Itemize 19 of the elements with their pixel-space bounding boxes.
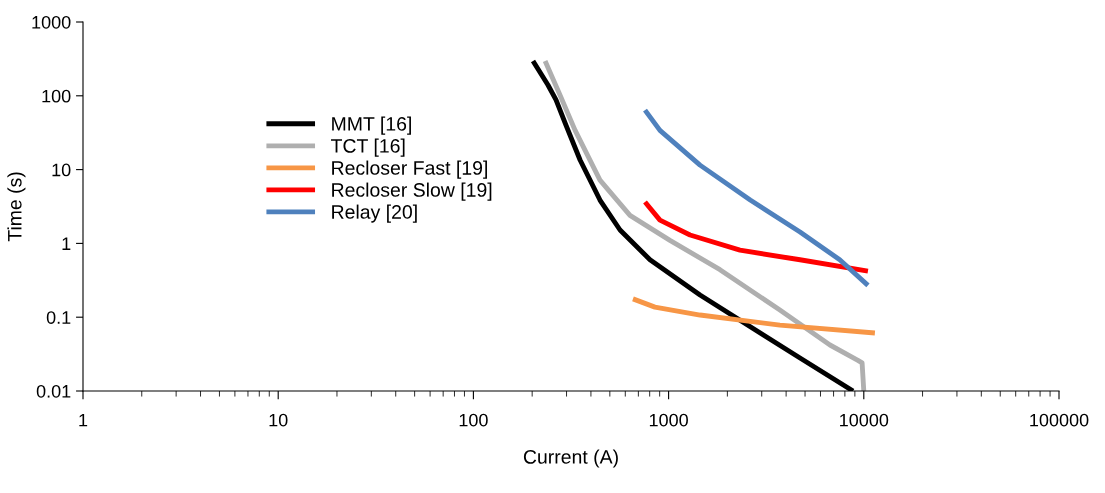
x-tick-label: 10000 <box>840 413 889 427</box>
y-tick-label: 10 <box>52 163 71 177</box>
x-tick-label: 100 <box>459 413 488 427</box>
x-tick-label: 1 <box>79 413 88 427</box>
legend-label: Recloser Fast [19] <box>332 160 487 179</box>
legend-label: Relay [20] <box>332 204 417 223</box>
legend-label: TCT [16] <box>331 138 405 157</box>
y-tick-label: 100 <box>42 89 71 103</box>
x-tick-label: 100000 <box>1030 413 1089 427</box>
legend-label: MMT [16] <box>332 116 411 135</box>
y-axis-title: Time (s) <box>7 172 26 242</box>
x-tick-label: 10 <box>269 413 288 427</box>
y-tick-label: 0.1 <box>46 311 71 324</box>
legend-label: Recloser Slow [19] <box>332 182 492 201</box>
y-tick-label: 1 <box>62 237 71 250</box>
x-axis-title: Current (A) <box>523 449 618 468</box>
x-tick-label: 1000 <box>649 413 688 427</box>
y-tick-label: 0.01 <box>36 384 71 398</box>
y-tick-label: 1000 <box>32 15 71 29</box>
